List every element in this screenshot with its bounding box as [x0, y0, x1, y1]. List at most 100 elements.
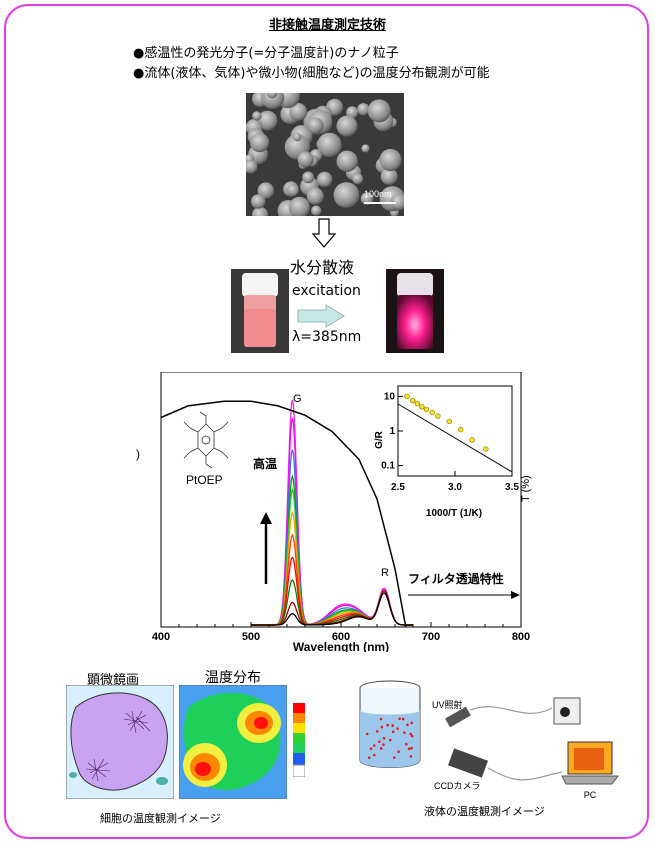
nanoparticle: [266, 93, 278, 99]
particle-dot: [367, 756, 371, 759]
nanoparticle: [346, 106, 359, 119]
liquid-setup: UV照射 CCDカメラ PC: [359, 680, 619, 800]
particle-dot: [386, 723, 389, 727]
particle-dot: [401, 717, 405, 721]
particle-dot: [376, 730, 379, 733]
particle-dot: [396, 727, 399, 730]
particle-dot: [410, 721, 413, 725]
peak-r-label: R: [381, 567, 389, 579]
x-tick-label: 600: [332, 631, 350, 643]
inset-point: [435, 413, 441, 419]
high-temp-label: 高温: [253, 456, 277, 471]
inset-point: [458, 426, 464, 433]
inset-point: [469, 437, 475, 443]
bullet-1: ●感温性の発光分子(=分子温度計)のナノ粒子: [133, 46, 399, 61]
particle-dot: [382, 743, 385, 746]
inset-x-tick-label: 2.5: [391, 482, 405, 493]
inset-chart: 10 1 0.1 2.5 3.0 3.5 G/R 1000/T (1/K): [374, 385, 519, 519]
x-tick-label: 400: [152, 631, 170, 643]
nanoparticle: [257, 110, 278, 131]
particle-dot: [410, 734, 414, 738]
spectrum-chart: 400 500 600 700 800 Wavelength (nm) ) T (%) …: [136, 372, 532, 652]
nanoparticle: [352, 173, 364, 185]
dispersion-label: 水分散液: [290, 258, 355, 277]
particle-dot: [365, 732, 369, 736]
liquid-caption: 液体の温度観測イメージ: [424, 805, 545, 818]
x-tick-label: 500: [242, 631, 260, 643]
peak-g-label: G: [293, 393, 302, 405]
right-axis-label: T (%): [520, 475, 532, 502]
nanoparticle: [302, 171, 315, 184]
nanoparticle: [297, 151, 314, 168]
nanoparticle: [288, 196, 310, 216]
nanoparticle: [336, 150, 358, 172]
inset-point: [414, 400, 421, 407]
inset-point: [446, 418, 452, 425]
ccd-label: CCDカメラ: [434, 781, 481, 791]
particle-dot: [389, 738, 392, 742]
excitation-label: excitation: [292, 283, 361, 299]
particle-dot: [392, 756, 396, 759]
cell-panel-title: 顕微鏡画: [87, 673, 140, 688]
nanoparticle: [333, 182, 360, 208]
inset-x-label: 1000/T (1/K): [426, 508, 482, 519]
nanoparticle: [257, 182, 274, 199]
particle-dot: [379, 747, 383, 750]
inset-y-label: G/R: [374, 430, 385, 449]
nanoparticle: [390, 193, 404, 211]
inset-point: [419, 404, 425, 410]
uv-label: UV照射: [432, 699, 463, 710]
pc-label: PC: [584, 790, 597, 800]
scale-label: 100nm: [364, 189, 392, 199]
nanoparticle: [306, 187, 324, 205]
particle-dot: [379, 717, 383, 721]
particle-dot: [406, 723, 409, 727]
filter-arrow-head: [511, 591, 520, 599]
particle-dot: [373, 753, 376, 757]
filter-label: フィルタ透過特性: [408, 571, 504, 586]
particle-dot: [391, 730, 395, 734]
page-title: 非接触温度測定技術: [268, 18, 386, 33]
bullet-2: ●流体(液体、気体)や微小物(細胞など)の温度分布観測が可能: [133, 66, 490, 81]
nanoparticle: [336, 115, 358, 137]
right-arrow-icon: [297, 304, 345, 328]
particle-dot: [410, 746, 413, 750]
temperature-map: [179, 685, 287, 799]
particle-dot: [382, 737, 386, 740]
ptoep-molecule-icon: [183, 411, 229, 469]
inset-point: [404, 393, 410, 400]
inset-point: [410, 398, 416, 404]
up-arrow-icon: [260, 512, 272, 524]
temp-panel-title: 温度分布: [205, 670, 261, 686]
nanoparticle: [252, 206, 269, 216]
particle-dot: [369, 747, 373, 750]
nanoparticle: [286, 184, 299, 197]
nanoparticle: [367, 99, 391, 123]
particle-dot: [391, 724, 394, 727]
nanoparticle: [289, 103, 308, 121]
wavelength-label: λ=385nm: [292, 329, 362, 345]
nanoparticle: [316, 171, 333, 188]
inset-x-tick-label: 3.5: [505, 482, 519, 493]
inset-point: [429, 409, 435, 416]
particle-dot: [405, 742, 408, 746]
fit-line: [397, 403, 513, 473]
particle-dot: [407, 747, 411, 750]
inset-y-tick-label: 1: [389, 426, 395, 437]
page-frame: [4, 4, 649, 839]
nanoparticle: [361, 144, 370, 153]
cell-panel: [66, 685, 174, 799]
nanoparticle: [292, 132, 302, 142]
color-scale-bar: [293, 703, 305, 777]
particle-dot: [373, 744, 376, 747]
cell-caption: 細胞の温度観測イメージ: [100, 812, 221, 825]
vial-glowing: [386, 269, 444, 353]
inset-y-tick-label: 10: [384, 391, 396, 402]
filter-curve: [160, 400, 407, 628]
particle-dot: [403, 731, 406, 734]
sem-image: 100nm: [246, 93, 404, 216]
particle-dot: [378, 740, 381, 743]
particle-dot: [397, 750, 400, 753]
x-axis-label: Wavelength (nm): [293, 640, 389, 652]
particle-dot: [409, 732, 413, 736]
